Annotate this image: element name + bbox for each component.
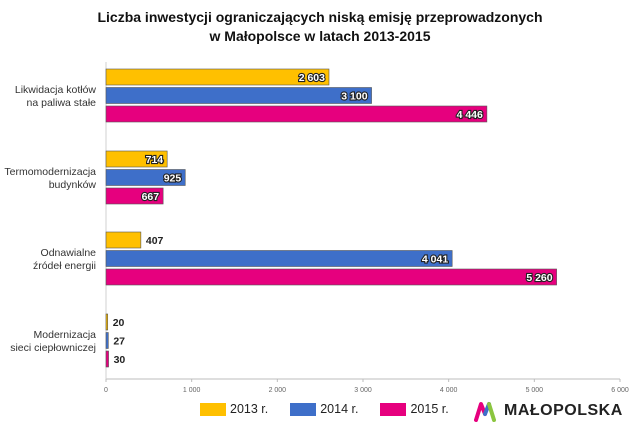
malopolska-logo: MAŁOPOLSKA — [474, 398, 623, 424]
bar — [105, 268, 557, 286]
bar — [105, 250, 453, 267]
malopolska-logo-text: MAŁOPOLSKA — [504, 402, 623, 419]
category-label: na paliwa stałe — [27, 97, 97, 109]
data-label: 4 041 — [422, 254, 448, 266]
legend-label-2013: 2013 r. — [230, 402, 269, 416]
data-label: 2 603 — [299, 72, 325, 84]
data-label: 5 260 — [526, 272, 552, 284]
chart-legend: 2013 r. 2014 r. 2015 r. — [200, 399, 471, 419]
category-label: sieci ciepłowniczej — [10, 342, 96, 354]
bar — [105, 169, 186, 186]
data-label: 30 — [114, 354, 126, 366]
chart-title-line-2: w Małopolsce w latach 2013-2015 — [209, 28, 431, 44]
chart-title-line-1: Liczba inwestycji ograniczających niską … — [97, 9, 543, 25]
x-tick-label: 2 000 — [269, 387, 287, 394]
data-label: 714 — [146, 154, 164, 166]
bar — [105, 150, 168, 168]
legend-swatch-2013 — [200, 402, 226, 416]
malopolska-logo-icon — [474, 402, 496, 422]
legend-label-2015: 2015 r. — [410, 402, 449, 416]
legend-item-2015: 2015 r. — [380, 402, 449, 416]
legend-item-2014: 2014 r. — [290, 402, 358, 416]
category-label: źródeł energii — [33, 260, 96, 272]
x-tick-label: 3 000 — [354, 387, 372, 394]
x-tick-label: 0 — [104, 387, 108, 394]
bar — [105, 68, 330, 86]
legend-swatch-2014 — [290, 402, 317, 416]
legend-swatch-2015 — [380, 402, 407, 416]
data-label: 20 — [113, 317, 125, 329]
bar — [105, 313, 109, 331]
category-label: Termomodernizacja — [4, 166, 96, 178]
data-label: 407 — [146, 235, 164, 247]
category-label: Modernizacja — [34, 329, 97, 341]
legend-item-2013: 2013 r. — [200, 402, 268, 416]
data-label: 3 100 — [341, 91, 367, 103]
bar — [105, 87, 372, 104]
x-tick-label: 6 000 — [611, 387, 629, 394]
bar — [105, 187, 164, 205]
bar — [105, 350, 109, 368]
bar — [105, 105, 488, 123]
data-label: 925 — [164, 173, 182, 185]
data-label: 27 — [113, 336, 125, 348]
bar — [105, 231, 142, 249]
category-label: Likwidacja kotłów — [15, 84, 97, 96]
x-tick-label: 5 000 — [526, 387, 544, 394]
legend-label-2014: 2014 r. — [320, 402, 359, 416]
bar — [105, 332, 109, 349]
data-label: 667 — [142, 191, 160, 203]
data-label: 4 446 — [457, 109, 483, 121]
category-label: Odnawialne — [41, 247, 97, 259]
category-label: budynków — [49, 179, 97, 191]
x-tick-label: 4 000 — [440, 387, 458, 394]
x-tick-label: 1 000 — [183, 387, 201, 394]
